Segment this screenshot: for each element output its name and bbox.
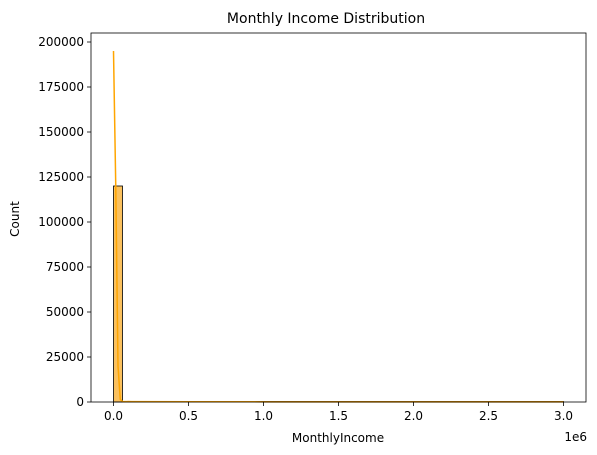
- y-tick-label: 150000: [38, 125, 84, 139]
- y-axis-label: Count: [8, 201, 22, 237]
- x-tick-label: 2.0: [404, 409, 423, 423]
- x-tick-label: 3.0: [554, 409, 573, 423]
- y-tick-label: 0: [76, 395, 84, 409]
- y-tick-label: 50000: [46, 305, 84, 319]
- x-tick-label: 0.5: [179, 409, 198, 423]
- chart-title: Monthly Income Distribution: [227, 11, 425, 27]
- x-tick-label: 1.0: [254, 409, 273, 423]
- x-tick-label: 2.5: [479, 409, 498, 423]
- y-tick-label: 200000: [38, 35, 84, 49]
- y-tick-label: 125000: [38, 170, 84, 184]
- y-tick-label: 175000: [38, 80, 84, 94]
- x-axis-offset-label: 1e6: [564, 430, 587, 444]
- y-axis-ticks: 0 25000 50000 75000 100000 125000 150000 175000…: [38, 35, 91, 409]
- y-tick-label: 100000: [38, 215, 84, 229]
- x-axis-ticks: 0.0 0.5 1.0 1.5 2.0 2.5 3.0: [104, 402, 573, 423]
- x-tick-label: 0.0: [104, 409, 123, 423]
- x-tick-label: 1.5: [329, 409, 348, 423]
- y-tick-label: 75000: [46, 260, 84, 274]
- y-tick-label: 25000: [46, 350, 84, 364]
- x-axis-label: MonthlyIncome: [292, 431, 384, 445]
